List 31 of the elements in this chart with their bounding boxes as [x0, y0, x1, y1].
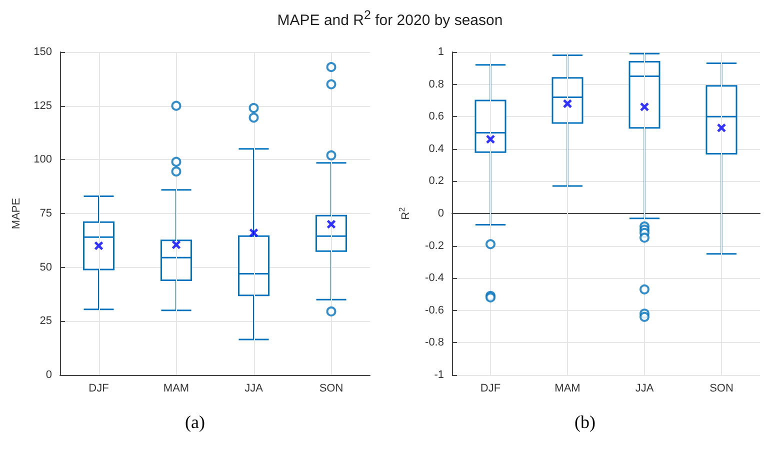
- y-tick-label: 75: [40, 208, 52, 220]
- y-tick-label: 1: [438, 46, 444, 58]
- y-tick-label: 0.8: [428, 78, 444, 90]
- y-tick-label: -0.4: [425, 272, 444, 284]
- y-tick-label: 0: [46, 369, 52, 381]
- y-tick-label: -0.8: [425, 336, 444, 349]
- y-tick-label: -0.2: [425, 240, 444, 252]
- y-tick-label: 0: [438, 208, 444, 220]
- x-tick-label: JJA: [635, 382, 654, 394]
- chart-title: MAPE and R$^{2}$ for 2020 by season: [276, 8, 504, 29]
- y-tick-label: -0.6: [425, 304, 444, 316]
- y-tick-label: 125: [34, 100, 52, 112]
- y-axis-title: R2: [398, 206, 412, 220]
- x-tick-label: MAM: [163, 382, 190, 394]
- y-tick-label: 150: [34, 46, 52, 58]
- x-tick-label: SON: [319, 382, 344, 394]
- x-tick-label: MAM: [554, 382, 580, 394]
- y-tick-label: 50: [40, 261, 52, 274]
- y-tick-label: 0.4: [428, 142, 444, 155]
- y-tick-label: 25: [40, 315, 52, 328]
- y-tick-label: 0.6: [428, 110, 444, 123]
- x-tick-label: DJF: [88, 382, 110, 394]
- x-tick-label: DJF: [480, 382, 501, 394]
- y-tick-label: 100: [34, 154, 52, 166]
- x-tick-label: JJA: [244, 382, 264, 394]
- text: (a): [184, 412, 206, 433]
- x-tick-label: SON: [710, 382, 734, 394]
- y-tick-label: -1: [434, 369, 444, 381]
- text: (b): [574, 412, 596, 433]
- y-axis-title: MAPE: [10, 198, 22, 230]
- y-tick-label: 0.2: [428, 175, 444, 188]
